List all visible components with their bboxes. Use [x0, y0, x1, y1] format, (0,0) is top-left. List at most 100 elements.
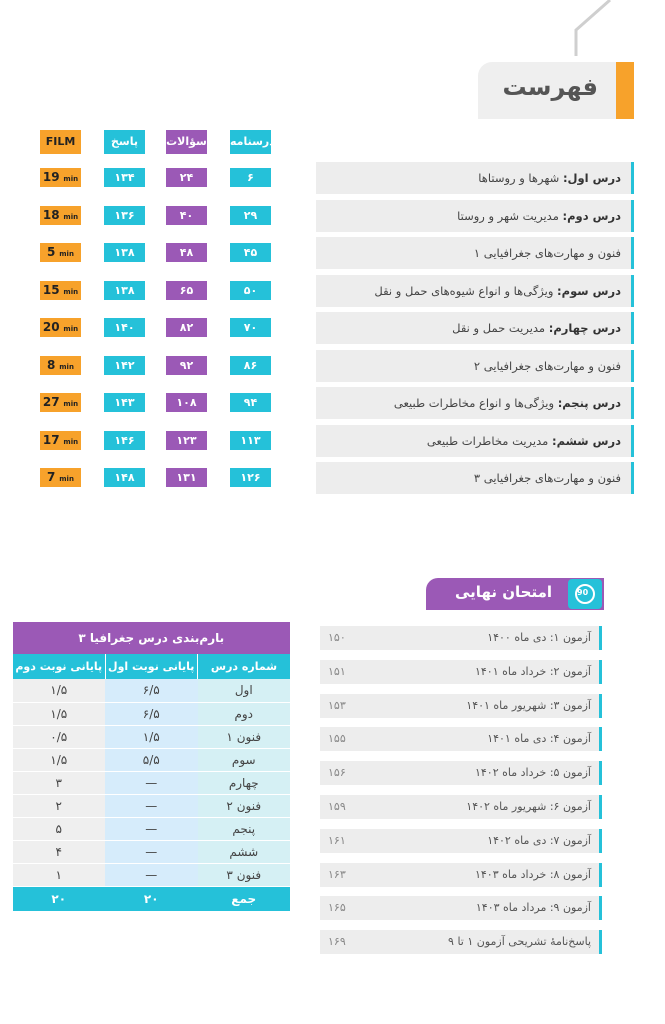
toc-lesson-title: درس سوم: ویژگی‌ها و انواع شیوه‌های حمل و…: [316, 274, 634, 307]
toc-lesson-name: فنون و مهارت‌های جغرافیایی ۲: [473, 358, 621, 373]
toc-row[interactable]: 17 min ۱۴۶ ۱۲۳ ۱۱۳ درس ششم: مدیریت مخاطرات ط…: [0, 424, 665, 457]
questions-page-badge: ۴۰: [166, 205, 207, 225]
first-term-score: ۶/۵: [105, 679, 198, 703]
exam-name: آزمون ۲: خرداد ماه ۱۴۰۱: [474, 664, 591, 678]
score-row: ۱— فنون ۳: [12, 863, 290, 887]
score-row: ۳— چهارم: [12, 771, 290, 795]
score-table: بارم‌بندی درس جغرافیا ۳ پایانی نوبت دوم …: [12, 622, 290, 911]
exam-row[interactable]: آزمون ۶: شهریور ماه ۱۴۰۲ ۱۵۹: [320, 795, 602, 819]
answer-page-badge: ۱۳۶: [104, 205, 145, 225]
score-row: ۱/۵ ۵/۵ سوم: [12, 748, 290, 772]
lesson-page-badge: ۶: [230, 168, 271, 187]
exam-row[interactable]: آزمون ۳: شهریور ماه ۱۴۰۱ ۱۵۳: [320, 693, 602, 718]
answer-page-badge: ۱۳۴: [104, 168, 145, 187]
toc-lesson-title: درس چهارم: مدیریت حمل و نقل: [316, 312, 634, 344]
toc-lesson-name: ویژگی‌ها و انواع شیوه‌های حمل و نقل: [374, 283, 558, 298]
exam-name: آزمون ۶: شهریور ماه ۱۴۰۲: [466, 800, 591, 813]
film-duration-badge[interactable]: 18 min: [40, 205, 81, 225]
toc-row[interactable]: 15 min ۱۳۸ ۶۵ ۵۰ درس سوم: ویژگی‌ها و انواع ش…: [0, 274, 665, 307]
exam-page-number: ۱۵۵: [328, 732, 346, 746]
toc-lesson-name: مدیریت شهر و روستا: [457, 208, 563, 223]
corner-decoration: [574, 0, 611, 56]
exam-page-number: ۱۵۳: [328, 698, 346, 712]
toc-lesson-title: فنون و مهارت‌های جغرافیایی ۳: [316, 462, 634, 494]
second-term-score: ۲: [12, 794, 105, 818]
answer-page-badge: ۱۴۶: [104, 430, 145, 450]
film-duration-badge[interactable]: 19 min: [40, 168, 81, 187]
final-exam-title: امتحان نهایی: [455, 583, 552, 601]
answer-page-badge: ۱۳۸: [104, 280, 145, 300]
lesson-page-badge: ۹۴: [230, 393, 271, 412]
exam-page-number: ۱۶۳: [328, 867, 346, 881]
toc-lesson-title: درس ششم: مدیریت مخاطرات طبیعی: [316, 424, 634, 457]
first-term-score: —: [105, 771, 198, 795]
first-term-total: ۲۰: [105, 886, 198, 911]
toc-lesson-name: شهرها و روستاها: [478, 171, 563, 185]
toc-row[interactable]: 18 min ۱۳۶ ۴۰ ۲۹ درس دوم: مدیریت شهر و روستا: [0, 199, 665, 232]
exam-row[interactable]: آزمون ۲: خرداد ماه ۱۴۰۱ ۱۵۱: [320, 659, 602, 684]
exam-name: آزمون ۳: شهریور ماه ۱۴۰۱: [466, 698, 591, 712]
answer-page-badge: ۱۴۸: [104, 468, 145, 487]
second-term-total: ۲۰: [12, 886, 105, 911]
score-row: ۴— ششم: [12, 840, 290, 864]
second-term-score: ۱: [12, 863, 105, 887]
page-title-box: فهرست: [478, 62, 634, 119]
exam-row[interactable]: آزمون ۴: دی ماه ۱۴۰۱ ۱۵۵: [320, 727, 602, 752]
exam-page-number: ۱۵۶: [328, 766, 346, 780]
toc-lesson-prefix: درس چهارم:: [548, 321, 621, 335]
lesson-page-badge: ۱۲۶: [230, 468, 271, 487]
film-duration-badge[interactable]: 8 min: [40, 355, 81, 375]
exam-name: پاسخ‌نامهٔ تشریحی آزمون ۱ تا ۹: [448, 935, 591, 949]
film-duration-badge[interactable]: 20 min: [40, 318, 81, 337]
film-duration-badge[interactable]: 5 min: [40, 243, 81, 262]
toc-row[interactable]: 19 min ۱۳۴ ۲۴ ۶ درس اول: شهرها و روستاها: [0, 162, 665, 194]
lesson-name: چهارم: [197, 771, 290, 795]
header-first-term: پایانی نوبت اول: [104, 654, 198, 679]
toc-lesson-prefix: درس پنجم:: [557, 396, 621, 410]
second-term-score: ۴: [12, 840, 105, 864]
second-term-score: ۱/۵: [12, 748, 105, 772]
header-lesson: درسنامه: [230, 130, 275, 154]
exam-page-number: ۱۶۵: [328, 901, 346, 915]
exam-row[interactable]: آزمون ۷: دی ماه ۱۴۰۲ ۱۶۱: [320, 828, 602, 853]
toc-lesson-name: فنون و مهارت‌های جغرافیایی ۱: [473, 246, 621, 260]
toc-row[interactable]: 5 min ۱۳۸ ۴۸ ۴۵ فنون و مهارت‌های جغرافیایی ۱: [0, 237, 665, 269]
header-lesson-number: شماره درس: [197, 654, 290, 679]
exam-row[interactable]: آزمون ۸: خرداد ماه ۱۴۰۳ ۱۶۳: [320, 862, 602, 887]
total-label: جمع: [197, 886, 290, 911]
first-term-score: ۱/۵: [105, 725, 198, 749]
answer-page-badge: ۱۳۸: [104, 243, 145, 262]
exam-row[interactable]: آزمون ۵: خرداد ماه ۱۴۰۲ ۱۵۶: [320, 761, 602, 786]
exam-row[interactable]: آزمون ۱: دی ماه ۱۴۰۰ ۱۵۰: [320, 626, 602, 650]
timer-icon: 90: [568, 579, 602, 609]
toc-row[interactable]: 8 min ۱۴۲ ۹۲ ۸۶ فنون و مهارت‌های جغرافیایی ۲: [0, 349, 665, 382]
toc-row[interactable]: 27 min ۱۴۳ ۱۰۸ ۹۴ درس پنجم: ویژگی‌ها و انواع…: [0, 387, 665, 419]
answer-page-badge: ۱۴۰: [104, 318, 145, 337]
toc-lesson-title: فنون و مهارت‌های جغرافیایی ۲: [316, 349, 634, 382]
first-term-score: —: [105, 863, 198, 887]
first-term-score: ۶/۵: [105, 702, 198, 726]
questions-page-badge: ۱۲۳: [166, 430, 207, 450]
exam-row[interactable]: آزمون ۹: مرداد ماه ۱۴۰۳ ۱۶۵: [320, 896, 602, 921]
answer-page-badge: ۱۴۲: [104, 355, 145, 375]
toc-row[interactable]: 7 min ۱۴۸ ۱۳۱ ۱۲۶ فنون و مهارت‌های جغرافیایی…: [0, 462, 665, 494]
second-term-score: ۰/۵: [12, 725, 105, 749]
film-duration-badge[interactable]: 7 min: [40, 468, 81, 487]
exam-name: آزمون ۷: دی ماه ۱۴۰۲: [487, 833, 591, 847]
toc-lesson-name: فنون و مهارت‌های جغرافیایی ۳: [473, 471, 621, 485]
exam-page-number: ۱۶۱: [328, 833, 346, 847]
toc-lesson-title: فنون و مهارت‌های جغرافیایی ۱: [316, 237, 634, 269]
toc-row[interactable]: 20 min ۱۴۰ ۸۲ ۷۰ درس چهارم: مدیریت حمل و نقل: [0, 312, 665, 344]
lesson-page-badge: ۱۱۳: [230, 430, 271, 450]
exam-row[interactable]: پاسخ‌نامهٔ تشریحی آزمون ۱ تا ۹ ۱۶۹: [320, 930, 602, 955]
second-term-score: ۱/۵: [12, 679, 105, 703]
exam-name: آزمون ۵: خرداد ماه ۱۴۰۲: [474, 766, 591, 780]
title-accent-bar: [616, 62, 634, 119]
header-answer: پاسخ: [104, 130, 145, 154]
film-duration-badge[interactable]: 27 min: [40, 393, 81, 412]
film-duration-badge[interactable]: 15 min: [40, 280, 81, 300]
lesson-name: دوم: [197, 702, 290, 726]
lesson-name: ششم: [197, 840, 290, 864]
lesson-name: اول: [197, 679, 290, 703]
film-duration-badge[interactable]: 17 min: [40, 430, 81, 450]
